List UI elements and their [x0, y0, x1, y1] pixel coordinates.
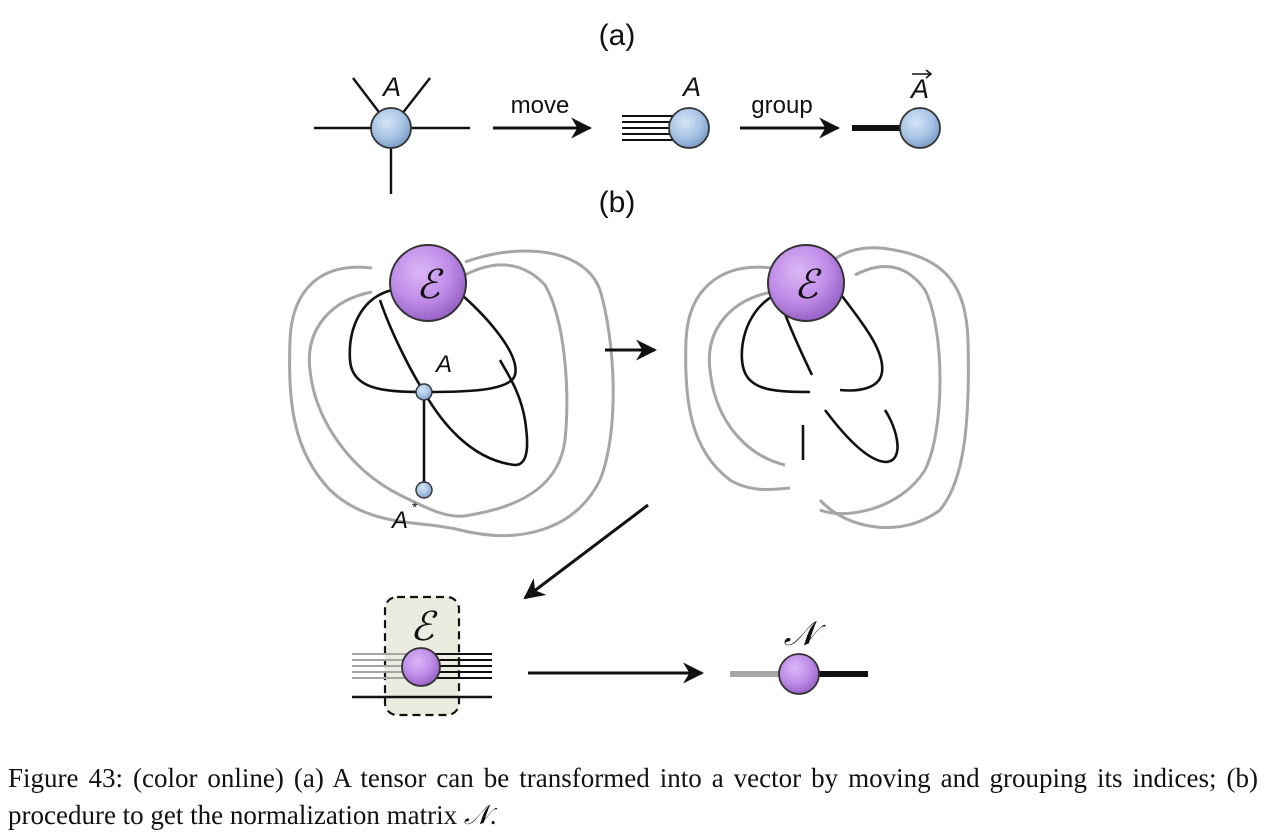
vector-label: A [909, 74, 929, 104]
figure-caption: Figure 43: (color online) (a) A tensor c… [8, 760, 1258, 834]
vector-node [899, 107, 941, 149]
norm-matrix-label: 𝒩 [784, 615, 827, 653]
tensor-node-moved [668, 107, 710, 149]
norm-matrix-node [778, 653, 820, 695]
reshape-arrow [523, 503, 649, 600]
left-environment-loops [288, 249, 615, 537]
group-arrow-label: group [751, 92, 812, 119]
tensor-label-moved: A [681, 72, 701, 102]
box-matrix-node [401, 647, 441, 687]
right-env-node [767, 244, 845, 322]
right-physical-loops [740, 288, 899, 464]
left-env-node [389, 244, 467, 322]
right-environment-loops [684, 246, 970, 530]
tensor-node [370, 107, 412, 149]
caption-text: Figure 43: (color online) (a) A tensor c… [8, 763, 1258, 830]
site-tensor-label: A [434, 351, 452, 378]
figure-43-diagram: (a) A move A group A (b) [288, 19, 970, 717]
tensor-label: A [381, 72, 401, 102]
caption-symbol: 𝒩 [463, 800, 490, 830]
box-env-label: ℰ [410, 605, 438, 649]
right-env-label: ℰ [794, 263, 822, 307]
panel-a-label: (a) [599, 19, 636, 52]
site-tensor-node [415, 383, 433, 401]
conj-superscript: * [412, 499, 418, 515]
left-env-label: ℰ [416, 263, 444, 307]
conj-tensor-label: A [390, 507, 408, 534]
caption-suffix: . [489, 800, 497, 830]
vector-arrow-accent [912, 69, 933, 79]
panel-b-label: (b) [599, 186, 636, 219]
conj-tensor-node [415, 481, 433, 499]
move-arrow-label: move [511, 92, 570, 119]
